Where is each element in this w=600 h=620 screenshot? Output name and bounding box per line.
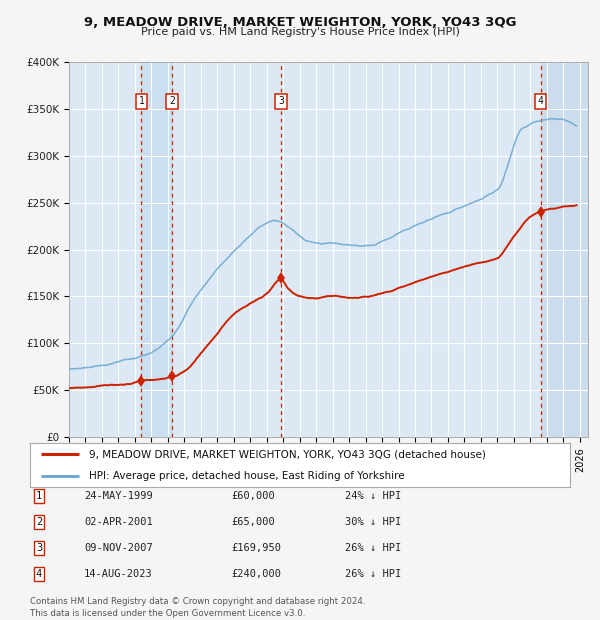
Text: £65,000: £65,000 — [231, 517, 275, 527]
Text: 9, MEADOW DRIVE, MARKET WEIGHTON, YORK, YO43 3QG (detached house): 9, MEADOW DRIVE, MARKET WEIGHTON, YORK, … — [89, 449, 486, 459]
Text: 2: 2 — [36, 517, 42, 527]
Text: 14-AUG-2023: 14-AUG-2023 — [84, 569, 153, 579]
Text: HPI: Average price, detached house, East Riding of Yorkshire: HPI: Average price, detached house, East… — [89, 471, 405, 481]
Text: Price paid vs. HM Land Registry's House Price Index (HPI): Price paid vs. HM Land Registry's House … — [140, 27, 460, 37]
Text: 1: 1 — [36, 491, 42, 501]
Text: 24% ↓ HPI: 24% ↓ HPI — [345, 491, 401, 501]
Text: 1: 1 — [139, 96, 144, 107]
Text: £60,000: £60,000 — [231, 491, 275, 501]
Text: 3: 3 — [278, 96, 284, 107]
Bar — [541, 62, 588, 437]
Text: 4: 4 — [36, 569, 42, 579]
Text: 4: 4 — [538, 96, 544, 107]
Bar — [541, 62, 588, 437]
Text: 09-NOV-2007: 09-NOV-2007 — [84, 543, 153, 553]
Text: 9, MEADOW DRIVE, MARKET WEIGHTON, YORK, YO43 3QG: 9, MEADOW DRIVE, MARKET WEIGHTON, YORK, … — [84, 16, 516, 29]
Bar — [142, 62, 172, 437]
Text: 26% ↓ HPI: 26% ↓ HPI — [345, 569, 401, 579]
Text: Contains HM Land Registry data © Crown copyright and database right 2024.
This d: Contains HM Land Registry data © Crown c… — [30, 596, 365, 618]
Text: £169,950: £169,950 — [231, 543, 281, 553]
Text: 30% ↓ HPI: 30% ↓ HPI — [345, 517, 401, 527]
Text: 02-APR-2001: 02-APR-2001 — [84, 517, 153, 527]
Text: 24-MAY-1999: 24-MAY-1999 — [84, 491, 153, 501]
Text: £240,000: £240,000 — [231, 569, 281, 579]
Text: 26% ↓ HPI: 26% ↓ HPI — [345, 543, 401, 553]
Text: 3: 3 — [36, 543, 42, 553]
Text: 2: 2 — [169, 96, 175, 107]
